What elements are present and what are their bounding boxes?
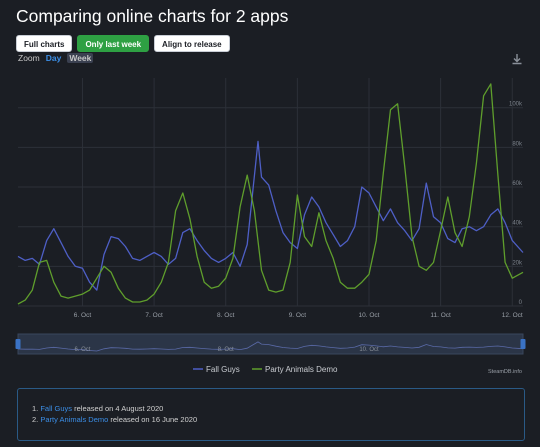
y-axis-ticks: 0 20k 40k 60k 80k 100k (509, 102, 523, 306)
x-tick-label: 6. Oct (74, 312, 92, 319)
full-charts-button[interactable]: Full charts (16, 35, 73, 52)
navigator-handle (520, 339, 526, 349)
y-tick-label: 20k (512, 260, 523, 266)
chart-mode-buttons: Full charts Only last week Align to rele… (16, 35, 230, 52)
navigator-tick-label: 8. Oct (218, 347, 234, 353)
release-item: 1. Fall Guys released on 4 August 2020 (32, 404, 164, 413)
y-tick-label: 60k (512, 181, 523, 187)
chart-grid (18, 78, 523, 307)
x-tick-label: 11. Oct (430, 312, 451, 319)
x-tick-label: 8. Oct (217, 312, 235, 319)
credit-text: SteamDB.info (488, 369, 522, 375)
release-list: 1. Fall Guys released on 4 August 2020 2… (32, 404, 197, 426)
chart-legend: Fall Guys Party Animals Demo (193, 365, 338, 374)
x-tick-label: 7. Oct (145, 312, 163, 319)
x-axis-ticks: 6. Oct 7. Oct 8. Oct 9. Oct 10. Oct 11. Oct 12… (74, 312, 523, 319)
legend-item-fall-guys: Fall Guys (206, 365, 240, 374)
x-tick-label: 10. Oct (359, 312, 380, 319)
zoom-label: Zoom (18, 53, 40, 63)
page-title: Comparing online charts for 2 apps (16, 6, 289, 26)
navigator-handle (15, 339, 21, 349)
navigator-tick-label: 6. Oct (74, 347, 90, 353)
navigator-tick-label: 10. Oct (359, 347, 379, 353)
release-date-text: released on 4 August 2020 (72, 404, 164, 413)
y-tick-label: 100k (509, 102, 523, 108)
y-tick-label: 0 (519, 300, 523, 306)
release-app-link[interactable]: Party Animals Demo (40, 415, 109, 424)
series-line-party-animals-demo (17, 83, 524, 305)
x-tick-label: 9. Oct (289, 312, 307, 319)
align-to-release-button[interactable]: Align to release (154, 35, 230, 52)
release-app-link[interactable]: Fall Guys (40, 404, 73, 413)
release-item: 2. Party Animals Demo released on 16 Jun… (32, 415, 198, 424)
series-line-fall-guys (17, 140, 524, 291)
chart-series (17, 83, 524, 305)
zoom-week-button[interactable]: Week (67, 53, 94, 63)
zoom-selector: Zoom Day Week (18, 53, 94, 63)
release-date-text: released on 16 June 2020 (108, 415, 198, 424)
zoom-day-button[interactable]: Day (45, 53, 62, 63)
only-last-week-button[interactable]: Only last week (77, 35, 150, 52)
legend-item-party-animals-demo: Party Animals Demo (265, 365, 338, 374)
y-tick-label: 80k (512, 141, 523, 147)
download-icon[interactable] (511, 53, 523, 65)
release-info-box: 1. Fall Guys released on 4 August 2020 2… (17, 388, 525, 441)
y-tick-label: 40k (512, 221, 523, 227)
range-navigator: 6. Oct 8. Oct 10. Oct (15, 333, 526, 355)
x-tick-label: 12. Oct (502, 312, 523, 319)
navigator-series-line (17, 341, 524, 352)
